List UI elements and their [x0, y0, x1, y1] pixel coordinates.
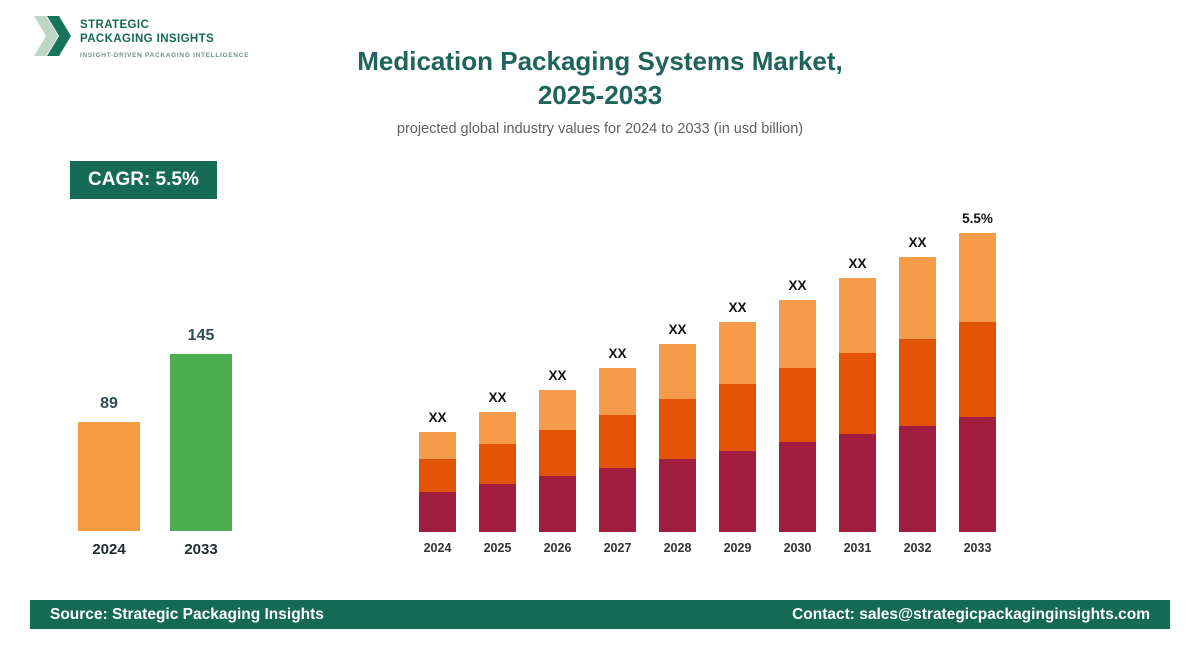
title-block: Medication Packaging Systems Market, 202…: [0, 44, 1200, 137]
stacked-bar-column-2026: XX 2026: [539, 368, 576, 555]
segment-middle: [959, 322, 996, 417]
segment-bottom: [659, 459, 696, 532]
summary-chart: 89 2024 145 2033: [78, 327, 232, 558]
bar-top-label: XX: [608, 346, 627, 361]
bar-top-label: XX: [848, 256, 867, 271]
projection-chart: XX 2024 XX 2025 XX 2026 XX 2027 XX 2028 XX 2029 XX 20…: [419, 211, 996, 555]
bar-category-label: 2026: [543, 541, 572, 555]
segment-middle: [839, 353, 876, 434]
segment-top: [659, 344, 696, 399]
stacked-bar-2025: [479, 412, 516, 532]
summary-bar-2024: [78, 422, 140, 531]
stacked-bar-2033: [959, 233, 996, 532]
segment-bottom: [419, 492, 456, 532]
summary-bar-2033: [170, 354, 232, 531]
bar-top-label: XX: [488, 390, 507, 405]
summary-bar-column-2024: 89 2024: [78, 395, 140, 558]
bar-category-label: 2029: [723, 541, 752, 555]
stacked-bar-column-2032: XX 2032: [899, 235, 936, 555]
logo-text: STRATEGIC PACKAGING INSIGHTS INSIGHT-DRI…: [80, 14, 249, 59]
summary-value-label: 89: [100, 395, 118, 412]
stacked-bar-column-2024: XX 2024: [419, 410, 456, 555]
stacked-bar-2027: [599, 368, 636, 532]
segment-top: [539, 390, 576, 430]
segment-top: [899, 257, 936, 339]
bar-category-label: 2027: [603, 541, 632, 555]
stacked-bar-2030: [779, 300, 816, 532]
segment-middle: [719, 384, 756, 451]
summary-category-label: 2024: [92, 541, 126, 558]
summary-category-label: 2033: [184, 541, 218, 558]
logo-title-line2: PACKAGING INSIGHTS: [80, 33, 215, 46]
summary-bar-column-2033: 145 2033: [170, 327, 232, 558]
segment-bottom: [479, 484, 516, 532]
page-title-line2: 2025-2033: [537, 80, 663, 111]
bar-category-label: 2031: [843, 541, 872, 555]
stacked-bar-column-2025: XX 2025: [479, 390, 516, 555]
bar-top-label: XX: [668, 322, 687, 337]
segment-bottom: [779, 442, 816, 532]
stacked-bar-column-2027: XX 2027: [599, 346, 636, 555]
bar-top-label: XX: [908, 235, 927, 250]
bar-category-label: 2028: [663, 541, 692, 555]
bar-top-label: XX: [548, 368, 567, 383]
logo-title-line1: STRATEGIC: [80, 19, 150, 31]
bar-top-label: XX: [728, 300, 747, 315]
stacked-bar-2031: [839, 278, 876, 532]
logo: STRATEGIC PACKAGING INSIGHTS INSIGHT-DRI…: [32, 14, 249, 59]
stacked-bar-2026: [539, 390, 576, 532]
segment-top: [959, 233, 996, 322]
stacked-bar-column-2031: XX 2031: [839, 256, 876, 555]
stacked-bar-2029: [719, 322, 756, 532]
segment-bottom: [959, 417, 996, 532]
segment-bottom: [719, 451, 756, 532]
segment-middle: [899, 339, 936, 426]
bar-category-label: 2033: [963, 541, 992, 555]
bar-top-label: XX: [428, 410, 447, 425]
bar-category-label: 2024: [423, 541, 452, 555]
segment-top: [779, 300, 816, 368]
segment-top: [719, 322, 756, 384]
footer-bar: Source: Strategic Packaging Insights Con…: [30, 600, 1170, 629]
segment-middle: [419, 459, 456, 492]
bar-category-label: 2025: [483, 541, 512, 555]
bar-category-label: 2032: [903, 541, 932, 555]
page-subtitle: projected global industry values for 202…: [396, 120, 804, 137]
stacked-bar-column-2033: 5.5% 2033: [959, 211, 996, 555]
stacked-bar-2024: [419, 432, 456, 532]
bar-category-label: 2030: [783, 541, 812, 555]
stacked-bar-column-2028: XX 2028: [659, 322, 696, 555]
footer-contact: Contact: sales@strategicpackaginginsight…: [792, 605, 1150, 623]
segment-bottom: [539, 476, 576, 532]
logo-tagline: INSIGHT-DRIVEN PACKAGING INTELLIGENCE: [80, 51, 250, 59]
segment-middle: [599, 415, 636, 468]
stacked-bar-column-2029: XX 2029: [719, 300, 756, 555]
bar-top-label: 5.5%: [962, 211, 993, 226]
footer-source: Source: Strategic Packaging Insights: [50, 605, 324, 623]
segment-middle: [659, 399, 696, 459]
summary-value-label: 145: [187, 327, 215, 344]
cagr-badge: CAGR: 5.5%: [70, 161, 217, 199]
stacked-bar-2032: [899, 257, 936, 532]
segment-middle: [779, 368, 816, 442]
stacked-bar-column-2030: XX 2030: [779, 278, 816, 555]
segment-top: [479, 412, 516, 444]
logo-chevron-icon: [34, 16, 71, 56]
segment-middle: [539, 430, 576, 476]
page-title-line1: Medication Packaging Systems Market,: [357, 46, 843, 76]
segment-bottom: [839, 434, 876, 532]
stacked-bar-2028: [659, 344, 696, 532]
segment-bottom: [899, 426, 936, 532]
bar-top-label: XX: [788, 278, 807, 293]
segment-top: [599, 368, 636, 415]
segment-bottom: [599, 468, 636, 532]
segment-top: [839, 278, 876, 353]
segment-middle: [479, 444, 516, 484]
segment-top: [419, 432, 456, 459]
